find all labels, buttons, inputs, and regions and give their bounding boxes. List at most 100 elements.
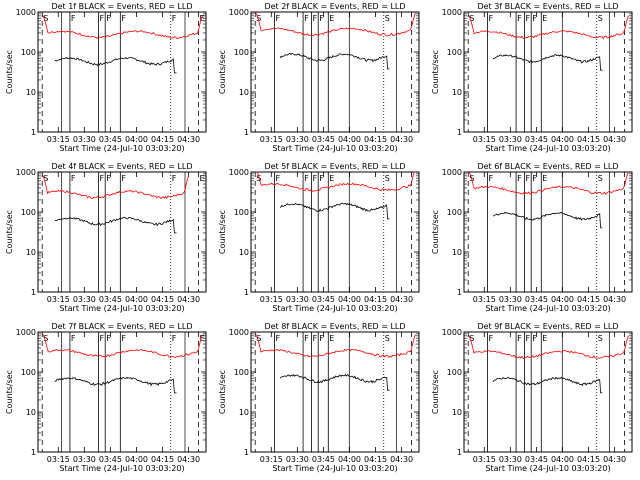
x-axis-label: Start Time (24-Jul-10 03:03:20) — [485, 464, 610, 473]
event-annotation: F — [525, 174, 530, 183]
series-line-lld — [468, 171, 629, 195]
series-line-lld — [468, 334, 629, 360]
y-tick-label: 1 — [244, 288, 249, 297]
x-tick-label: 03:45 — [525, 135, 548, 144]
y-axis-label: Counts/sec — [218, 50, 227, 94]
event-annotation: F — [71, 334, 76, 343]
chart-title: Det 2f BLACK = Events, RED = LLD — [264, 2, 405, 11]
y-axis-label: Counts/sec — [431, 210, 440, 254]
event-annotation: F — [71, 174, 76, 183]
chart-panel-4: Det 4f BLACK = Events, RED = LLD Counts/s… — [5, 162, 207, 313]
series-line-events — [54, 376, 177, 394]
event-annotation: E — [329, 174, 334, 183]
y-tick-label: 100 — [234, 368, 249, 377]
x-tick-label: 04:00 — [338, 455, 361, 464]
x-tick-label: 04:15 — [364, 295, 387, 304]
series-line-lld — [255, 171, 416, 192]
x-tick-label: 03:15 — [260, 455, 283, 464]
y-axis-label: Counts/sec — [5, 370, 14, 414]
chart-title: Det 4f BLACK = Events, RED = LLD — [51, 162, 192, 171]
y-tick-label: 1 — [457, 448, 462, 457]
event-annotation: S — [256, 334, 261, 343]
event-annotation: S — [385, 334, 390, 343]
x-tick-label: 03:15 — [47, 455, 70, 464]
event-annotation: F — [525, 334, 530, 343]
event-annotation: F — [312, 14, 317, 23]
y-tick-label: 10 — [452, 88, 462, 97]
y-tick-label: 1 — [457, 288, 462, 297]
chart-title: Det 9f BLACK = Events, RED = LLD — [477, 322, 618, 331]
event-annotation: E — [329, 334, 334, 343]
x-tick-label: 03:15 — [260, 135, 283, 144]
event-annotation: F — [319, 334, 324, 343]
event-annotation: F — [312, 334, 317, 343]
plot-frame — [250, 171, 420, 293]
x-axis-label: Start Time (24-Jul-10 03:03:20) — [272, 464, 397, 473]
event-annotation: S — [385, 14, 390, 23]
y-tick-label: 10 — [239, 88, 249, 97]
event-annotation: F — [517, 14, 522, 23]
event-annotation: F — [106, 174, 111, 183]
x-tick-label: 03:15 — [473, 295, 496, 304]
x-axis-label: Start Time (24-Jul-10 03:03:20) — [272, 144, 397, 153]
y-tick-label: 1 — [31, 128, 36, 137]
chart-title: Det 8f BLACK = Events, RED = LLD — [264, 322, 405, 331]
event-annotation: F — [304, 174, 309, 183]
series-line-events — [279, 373, 390, 391]
event-annotation: S — [385, 174, 390, 183]
x-tick-label: 04:30 — [177, 295, 200, 304]
event-annotation: F — [304, 14, 309, 23]
x-axis-label: Start Time (24-Jul-10 03:03:20) — [59, 144, 184, 153]
x-tick-label: 03:45 — [525, 295, 548, 304]
event-annotation: F — [517, 174, 522, 183]
series-line-lld — [42, 174, 189, 199]
y-tick-label: 10 — [452, 248, 462, 257]
event-annotation: F — [106, 334, 111, 343]
event-annotation: S — [43, 174, 48, 183]
chart-panel-5: Det 5f BLACK = Events, RED = LLD Counts/s… — [218, 162, 420, 313]
x-tick-label: 04:15 — [577, 135, 600, 144]
chart-title: Det 1f BLACK = Events, RED = LLD — [51, 2, 192, 11]
x-tick-label: 04:15 — [364, 455, 387, 464]
y-axis-label: Counts/sec — [431, 50, 440, 94]
y-tick-label: 1 — [457, 128, 462, 137]
y-axis-label: Counts/sec — [5, 50, 14, 94]
series-line-events — [492, 54, 603, 71]
plot-frame — [463, 171, 633, 293]
x-axis-label: Start Time (24-Jul-10 03:03:20) — [485, 304, 610, 313]
y-tick-label: 1000 — [442, 8, 462, 17]
series-line-events — [279, 202, 390, 220]
y-tick-label: 10 — [239, 408, 249, 417]
y-axis-label: Counts/sec — [431, 370, 440, 414]
x-tick-label: 03:45 — [525, 455, 548, 464]
x-tick-label: 04:00 — [551, 135, 574, 144]
x-tick-label: 03:45 — [99, 455, 122, 464]
chart-panel-9: Det 9f BLACK = Events, RED = LLD Counts/s… — [431, 322, 633, 473]
event-annotation: F — [489, 334, 494, 343]
y-tick-label: 1000 — [229, 328, 249, 337]
plot-frame — [463, 331, 633, 453]
x-tick-label: 03:30 — [499, 135, 522, 144]
plot-frame — [463, 11, 633, 133]
series-line-lld — [255, 12, 416, 37]
y-tick-label: 1000 — [16, 8, 36, 17]
event-annotation: E — [542, 14, 547, 23]
x-tick-label: 04:30 — [603, 135, 626, 144]
x-tick-label: 04:00 — [551, 295, 574, 304]
y-tick-label: 1000 — [16, 168, 36, 177]
plot-frame — [37, 171, 207, 293]
chart-panel-3: Det 3f BLACK = Events, RED = LLD Counts/s… — [431, 2, 633, 153]
series-line-events — [492, 376, 603, 394]
y-axis-label: Counts/sec — [5, 210, 14, 254]
event-annotation: F — [319, 174, 324, 183]
event-annotation: F — [121, 334, 126, 343]
x-tick-label: 04:00 — [125, 135, 148, 144]
y-tick-label: 1 — [244, 128, 249, 137]
series-line-events — [54, 57, 177, 74]
event-annotation: F — [121, 174, 126, 183]
x-tick-label: 04:15 — [577, 295, 600, 304]
y-tick-label: 10 — [239, 248, 249, 257]
chart-title: Det 7f BLACK = Events, RED = LLD — [51, 322, 192, 331]
x-tick-label: 03:30 — [499, 295, 522, 304]
